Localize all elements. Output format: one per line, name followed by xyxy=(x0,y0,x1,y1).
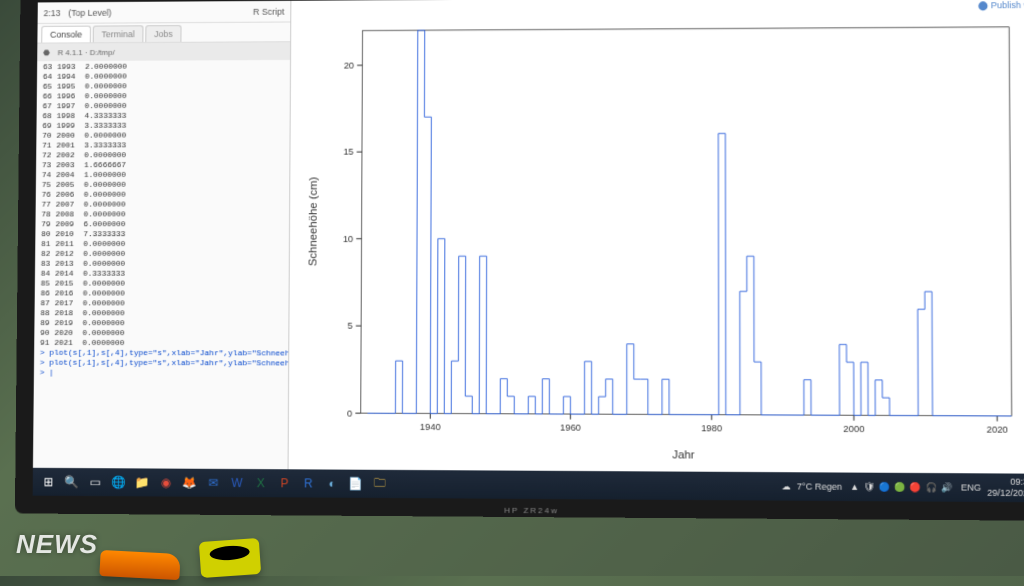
ppt-icon[interactable]: P xyxy=(274,472,296,494)
task-view-icon[interactable]: ▭ xyxy=(85,471,107,493)
rstudio-window: 2:13 (Top Level) R Script Console Termin… xyxy=(33,0,1024,474)
scope-label: (Top Level) xyxy=(68,7,111,17)
tray-icon[interactable]: 🔴 xyxy=(910,482,922,492)
svg-text:1940: 1940 xyxy=(420,422,441,432)
news-watermark: NEWS xyxy=(16,529,98,560)
left-pane: 2:13 (Top Level) R Script Console Termin… xyxy=(33,1,291,470)
chrome-icon[interactable]: ◉ xyxy=(155,472,177,494)
svg-text:1980: 1980 xyxy=(701,423,722,433)
notepad-icon[interactable]: 📄 xyxy=(345,473,367,495)
r-icon[interactable]: R xyxy=(297,472,319,494)
svg-text:1960: 1960 xyxy=(560,423,581,433)
tape-prop xyxy=(199,538,261,578)
svg-text:Jahr: Jahr xyxy=(672,449,695,461)
folder-icon[interactable]: 🗀 xyxy=(369,473,391,495)
word-icon[interactable]: W xyxy=(226,472,248,494)
search-icon[interactable]: 🔍 xyxy=(61,471,83,493)
weather-text[interactable]: 7°C Regen xyxy=(797,481,842,491)
monitor-brand-label: HP ZR24w xyxy=(504,506,559,515)
plot-canvas: 0 5 10 15 20 1940 1960 1980 2000 2020 Jahr Schneehö… xyxy=(298,6,1024,469)
tray-icon[interactable]: 🔊 xyxy=(941,482,953,492)
plot-pane: ⬤ Publish ▾ 0510152019401960198020002020… xyxy=(289,0,1024,474)
excel-icon[interactable]: X xyxy=(250,472,272,494)
tab-console[interactable]: Console xyxy=(41,26,91,43)
clock[interactable]: 09:37 29/12/2021 xyxy=(987,476,1024,499)
svg-text:Schneehöhe (cm): Schneehöhe (cm) xyxy=(307,176,319,266)
rstudio-icon[interactable]: ◐ xyxy=(321,473,343,495)
cursor-pos: 2:13 xyxy=(43,8,60,18)
svg-text:15: 15 xyxy=(343,147,353,157)
tray-icon[interactable]: ▲ xyxy=(850,481,859,491)
start-icon[interactable]: ⊞ xyxy=(38,471,60,493)
edge-icon[interactable]: 🌐 xyxy=(108,471,130,493)
console-prefix: R 4.1.1 · D:/tmp/ xyxy=(58,48,115,57)
firefox-icon[interactable]: 🦊 xyxy=(179,472,201,494)
svg-text:2000: 2000 xyxy=(843,424,864,434)
desk-foreground xyxy=(60,506,460,586)
svg-text:20: 20 xyxy=(344,60,354,70)
taskbar-pinned: ⊞🔍▭🌐📁◉🦊✉WXPR◐📄🗀 xyxy=(37,471,392,495)
clock-time: 09:37 xyxy=(987,476,1024,488)
tray-icon[interactable]: 🛡 xyxy=(863,481,875,491)
console-header: ⬣ R 4.1.1 · D:/tmp/ xyxy=(37,42,290,61)
outlook-icon[interactable]: ✉ xyxy=(202,472,224,494)
svg-text:10: 10 xyxy=(343,234,353,244)
source-toolbar: 2:13 (Top Level) R Script xyxy=(38,1,291,24)
tray-icon[interactable]: 🎧 xyxy=(926,482,938,492)
screen: 2:13 (Top Level) R Script Console Termin… xyxy=(33,0,1024,502)
console-output[interactable]: 63 1993 2.0000000 64 1994 0.0000000 65 1… xyxy=(33,60,290,469)
tray-icons: ▲ 🛡 🔵 🟢🔴 🎧🔊 xyxy=(848,481,955,493)
svg-text:0: 0 xyxy=(347,408,352,418)
console-tabbar: Console Terminal Jobs xyxy=(37,22,290,43)
keyboard-lang[interactable]: ENG xyxy=(961,482,981,492)
svg-text:5: 5 xyxy=(348,321,353,331)
tab-jobs[interactable]: Jobs xyxy=(145,25,181,42)
windows-taskbar: ⊞🔍▭🌐📁◉🦊✉WXPR◐📄🗀 ☁ 7°C Regen ▲ 🛡 🔵 🟢🔴 🎧🔊 ENG … xyxy=(33,468,1024,502)
clock-date: 29/12/2021 xyxy=(987,488,1024,500)
svg-text:2020: 2020 xyxy=(987,425,1008,435)
tray-icon[interactable]: 🟢 xyxy=(895,481,907,491)
weather-icon[interactable]: ☁ xyxy=(782,481,791,492)
r-version-icon: ⬣ xyxy=(43,48,50,57)
tray-icon[interactable]: 🔵 xyxy=(879,481,891,491)
script-type: R Script xyxy=(253,6,284,16)
tab-terminal[interactable]: Terminal xyxy=(93,25,144,42)
explorer-icon[interactable]: 📁 xyxy=(132,471,154,493)
system-tray: ☁ 7°C Regen ▲ 🛡 🔵 🟢🔴 🎧🔊 ENG 09:37 29/12/2021 xyxy=(776,475,1024,499)
monitor-frame: HP ZR24w 2:13 (Top Level) R Script Conso… xyxy=(15,0,1024,521)
